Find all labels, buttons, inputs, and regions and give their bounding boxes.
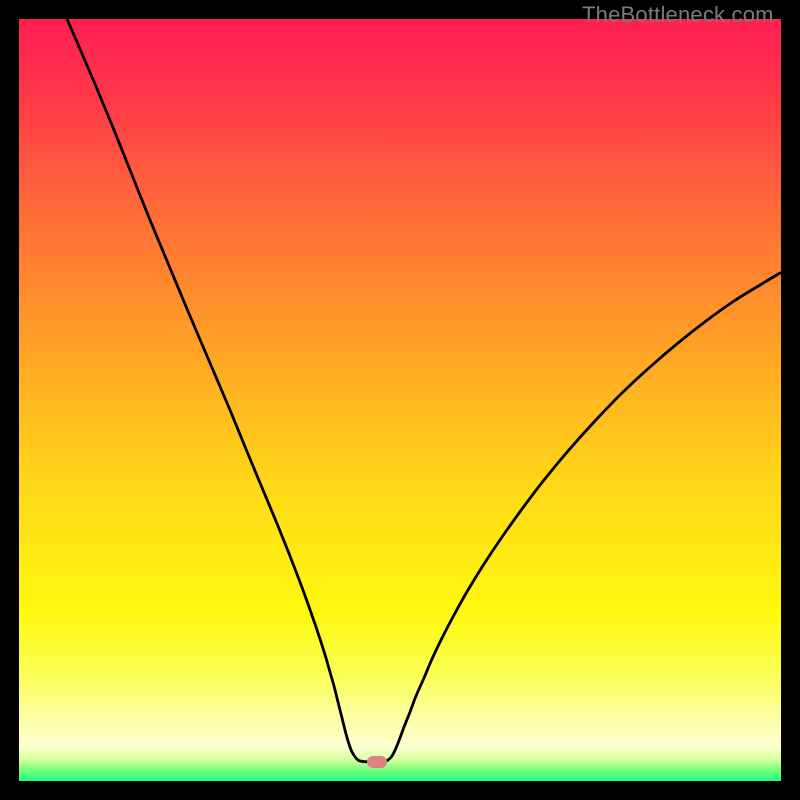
minimum-marker bbox=[367, 756, 387, 768]
plot-background bbox=[19, 19, 781, 781]
watermark-text: TheBottleneck.com bbox=[582, 2, 774, 28]
bottleneck-curve-figure bbox=[0, 0, 800, 800]
